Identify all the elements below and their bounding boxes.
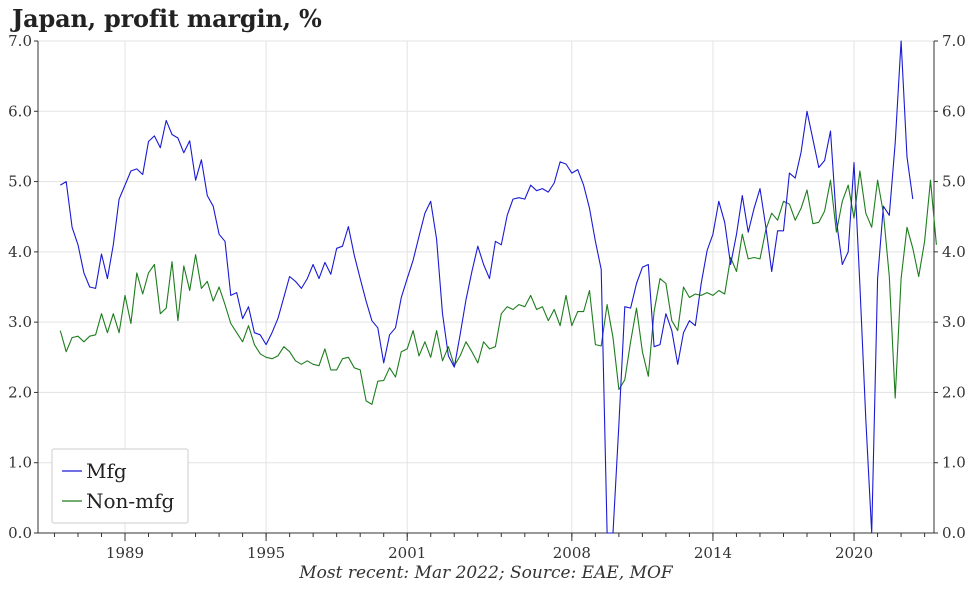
legend-box bbox=[51, 448, 189, 524]
y-tick-label-left: 2.0 bbox=[8, 383, 32, 401]
y-tick-label-right: 1.0 bbox=[942, 454, 966, 472]
series-lines bbox=[59, 40, 937, 534]
x-tick-label: 2014 bbox=[694, 544, 732, 560]
y-tick-label-right: 3.0 bbox=[942, 313, 966, 331]
y-tick-label-right: 5.0 bbox=[942, 173, 966, 191]
legend: Mfg Non-mfg bbox=[51, 448, 189, 524]
y-tick-label-left: 4.0 bbox=[8, 243, 32, 261]
legend-label-mfg: Mfg bbox=[86, 459, 127, 483]
line-chart: 0.0 0.0 1.0 1.0 2.0 2.0 3.0 3.0 4.0 4.0 5.0 5.0 6.0 6… bbox=[8, 32, 966, 560]
y-tick-label-left: 0.0 bbox=[8, 524, 32, 542]
chart-footer: Most recent: Mar 2022; Source: EAE, MOF bbox=[299, 563, 673, 583]
y-tick-label-right: 7.0 bbox=[942, 32, 966, 50]
y-tick-label-right: 2.0 bbox=[942, 383, 966, 401]
series-line-mfg bbox=[60, 40, 914, 534]
x-tick-label: 1989 bbox=[106, 544, 144, 560]
x-tick-label: 2020 bbox=[835, 544, 873, 560]
y-tick-label-left: 5.0 bbox=[8, 173, 32, 191]
y-tick-label-left: 6.0 bbox=[8, 102, 32, 120]
x-tick-label: 2001 bbox=[388, 544, 426, 560]
gridlines bbox=[38, 40, 934, 534]
chart-title: Japan, profit margin, % bbox=[12, 4, 322, 33]
y-tick-label-left: 3.0 bbox=[8, 313, 32, 331]
series-line-non-mfg bbox=[59, 170, 937, 405]
x-tick-label: 2008 bbox=[553, 544, 591, 560]
y-tick-label-left: 7.0 bbox=[8, 32, 32, 50]
y-tick-label-right: 6.0 bbox=[942, 102, 966, 120]
legend-label-non-mfg: Non-mfg bbox=[86, 489, 175, 513]
y-tick-label-right: 0.0 bbox=[942, 524, 966, 542]
y-tick-label-right: 4.0 bbox=[942, 243, 966, 261]
x-tick-label: 1995 bbox=[247, 544, 285, 560]
axes: 0.0 0.0 1.0 1.0 2.0 2.0 3.0 3.0 4.0 4.0 5.0 5.0 6.0 6… bbox=[8, 32, 966, 560]
y-tick-label-left: 1.0 bbox=[8, 454, 32, 472]
